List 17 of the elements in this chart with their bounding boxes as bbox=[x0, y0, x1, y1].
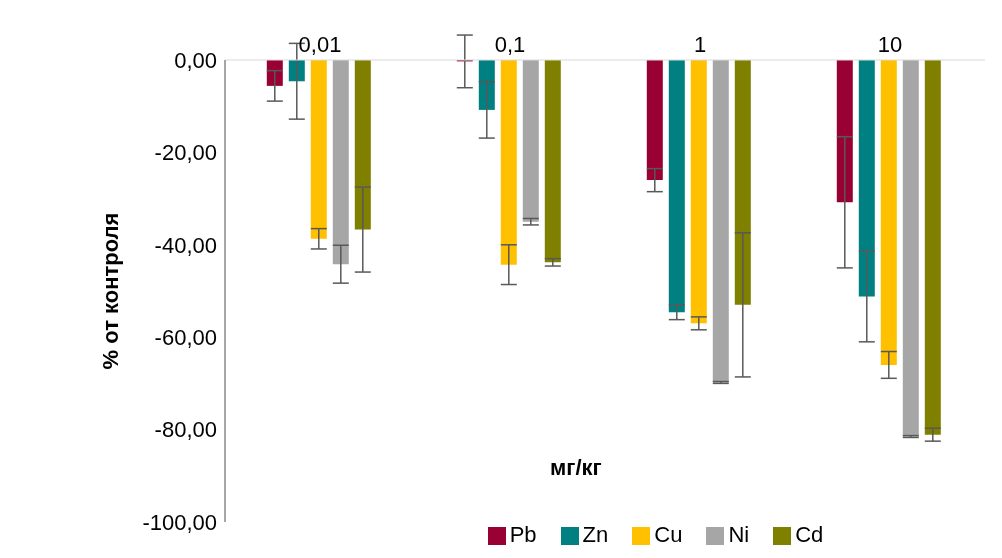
y-tick-label: -100,00 bbox=[142, 509, 217, 535]
legend-label: Zn bbox=[582, 522, 609, 547]
x-tick-label: 0,01 bbox=[298, 32, 342, 57]
y-tick-label: -80,00 bbox=[154, 417, 217, 443]
x-axis-title: мг/кг bbox=[550, 455, 602, 481]
x-tick-label: 10 bbox=[877, 32, 903, 57]
x-tick-label: 1 bbox=[693, 32, 707, 57]
y-axis-title: % от контроля bbox=[97, 212, 123, 370]
legend-label: Ni bbox=[728, 522, 750, 547]
y-tick-label: -40,00 bbox=[154, 232, 217, 258]
legend-label: Cu bbox=[654, 522, 683, 547]
legend-label: Cd bbox=[795, 522, 824, 547]
y-tick-label: 0,00 bbox=[174, 47, 217, 73]
legend-label: Pb bbox=[509, 522, 537, 547]
y-tick-label: -60,00 bbox=[154, 325, 217, 351]
y-tick-label: -20,00 bbox=[154, 140, 217, 166]
x-tick-label: 0,1 bbox=[494, 32, 526, 57]
